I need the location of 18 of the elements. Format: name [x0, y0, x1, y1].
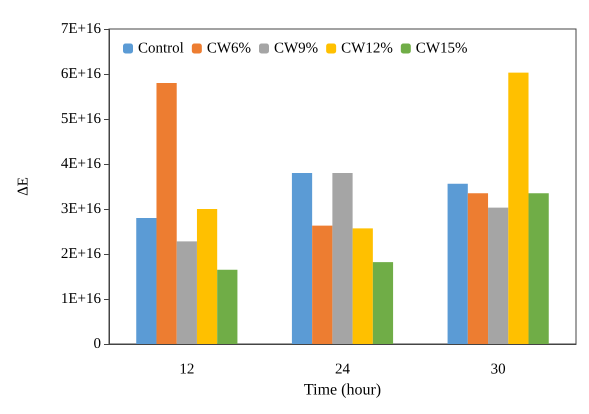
legend-label: CW15% [416, 40, 468, 56]
legend-label: CW6% [206, 40, 252, 56]
y-tick-label: 6E+16 [60, 66, 102, 82]
y-tick-label: 5E+16 [60, 111, 102, 127]
x-tick-label: 12 [179, 362, 194, 378]
y-tick-label: 1E+16 [60, 291, 102, 307]
legend-label: CW12% [341, 40, 393, 56]
legend-label: Control [138, 40, 184, 56]
x-axis-title: Time (hour) [304, 382, 382, 398]
y-tick-label: 2E+16 [60, 246, 102, 262]
y-tick-label: 3E+16 [60, 201, 102, 217]
y-axis-title: ΔE [16, 177, 32, 196]
legend-label: CW9% [274, 40, 318, 56]
y-tick-label: 7E+16 [60, 21, 102, 37]
x-tick-label: 30 [490, 362, 506, 378]
y-tick-label: 0 [94, 336, 101, 352]
y-tick-label: 4E+16 [60, 156, 102, 172]
x-tick-label: 24 [335, 362, 350, 378]
